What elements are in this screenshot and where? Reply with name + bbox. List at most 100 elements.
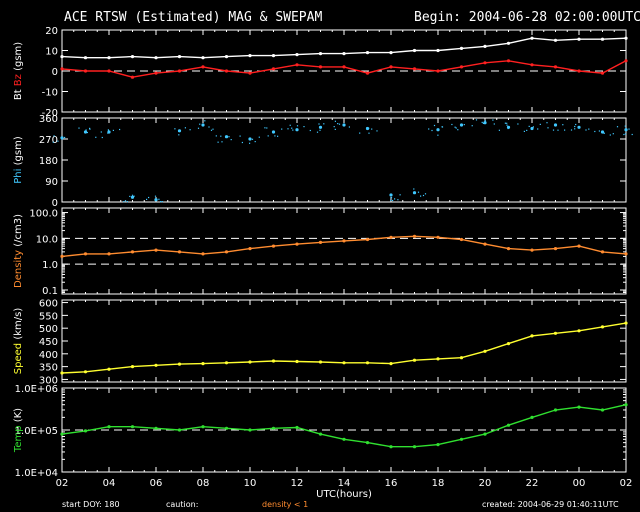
scatter-dot-phi	[126, 201, 128, 203]
scatter-dot-phi	[526, 129, 528, 131]
data-point-density	[530, 248, 534, 252]
data-point-speed	[318, 360, 323, 364]
scatter-dot-phi	[303, 126, 305, 128]
data-point-temp	[483, 432, 487, 436]
scatter-dot-phi	[616, 126, 619, 128]
scatter-dot-phi	[338, 123, 341, 125]
scatter-dot-phi	[161, 201, 163, 203]
scatter-dot-phi	[148, 196, 150, 199]
scatter-dot-phi	[123, 201, 125, 203]
ylabel-part: (/cm3)	[13, 214, 24, 250]
data-point-speed	[60, 371, 64, 375]
ytick-label-phi: 90	[45, 177, 58, 188]
scatter-dot-phi	[107, 132, 109, 134]
series-line-bz	[61, 60, 627, 78]
data-point-density	[553, 247, 558, 251]
scatter-dot-phi	[368, 127, 370, 129]
data-point-phi	[553, 123, 558, 127]
data-point-bz	[154, 71, 158, 75]
ylabel-temp: Temp (K)	[13, 408, 24, 453]
begin-time: Begin: 2004-06-28 02:00:00UTC	[414, 10, 640, 25]
data-point-temp	[318, 432, 323, 436]
data-point-bt	[318, 52, 323, 56]
scatter-dot-phi	[215, 135, 217, 137]
scatter-dot-phi	[507, 127, 509, 130]
ylabel-part: (gsm)	[13, 136, 24, 168]
data-point-temp	[60, 432, 64, 436]
scatter-dot-phi	[208, 126, 210, 128]
scatter-dot-phi	[251, 138, 254, 140]
scatter-dot-phi	[274, 135, 276, 137]
data-point-temp	[436, 443, 440, 447]
data-point-speed	[412, 358, 417, 362]
data-point-density	[224, 250, 229, 254]
scatter-dot-phi	[575, 123, 577, 126]
scatter-dot-phi	[441, 126, 444, 128]
data-point-phi	[459, 123, 464, 127]
data-point-temp	[506, 423, 511, 427]
data-point-density	[201, 252, 205, 256]
ylabel-part: (km/s)	[13, 308, 24, 343]
data-point-bz	[224, 69, 229, 73]
data-point-temp	[295, 425, 299, 430]
scatter-dot-phi	[484, 120, 486, 122]
scatter-dot-phi	[455, 127, 457, 129]
scatter-dot-phi	[60, 137, 62, 140]
scatter-dot-phi	[528, 125, 530, 127]
data-point-temp	[600, 408, 605, 412]
data-point-density	[271, 244, 276, 248]
data-point-bz	[483, 61, 487, 65]
scatter-dot-phi	[517, 123, 519, 125]
ylabel-mag: Bt Bz (gsm)	[13, 42, 24, 100]
ytick-label-temp: 1.0E+04	[15, 468, 58, 479]
ytick-label-speed: 450	[39, 337, 58, 348]
data-point-density	[600, 250, 605, 254]
data-point-speed	[248, 360, 252, 364]
data-point-speed	[624, 321, 628, 325]
scatter-dot-phi	[454, 126, 456, 128]
scatter-dot-phi	[184, 127, 186, 129]
data-point-bt	[107, 56, 111, 60]
data-point-speed	[506, 342, 511, 346]
scatter-dot-phi	[221, 141, 223, 143]
ylabel-part: Bz	[13, 74, 24, 89]
data-point-bz	[271, 67, 276, 71]
scatter-dot-phi	[267, 135, 269, 137]
ytick-label-speed: 300	[39, 375, 58, 386]
data-point-phi	[436, 128, 440, 132]
scatter-dot-phi	[348, 126, 350, 128]
scatter-dot-phi	[178, 130, 180, 132]
data-point-temp	[577, 405, 581, 409]
scatter-dot-phi	[112, 129, 114, 131]
scatter-dot-phi	[212, 128, 214, 130]
ylabel-part: Density	[13, 250, 24, 288]
ytick-label-mag: -10	[42, 88, 58, 99]
data-point-phi	[295, 128, 299, 132]
data-point-density	[389, 235, 393, 239]
data-point-bz	[295, 63, 299, 67]
data-point-speed	[295, 359, 299, 364]
series-line-speed	[61, 322, 627, 374]
xtick-label: 06	[150, 478, 163, 489]
data-point-bz	[248, 71, 252, 75]
scatter-dot-phi	[506, 124, 508, 126]
data-point-temp	[224, 426, 229, 430]
scatter-dot-phi	[100, 131, 102, 133]
scatter-dot-phi	[366, 127, 368, 129]
scatter-dot-phi	[334, 120, 336, 122]
data-point-bt	[130, 55, 135, 59]
data-point-bz	[318, 65, 323, 69]
data-point-temp	[412, 445, 417, 449]
data-point-bt	[483, 44, 487, 49]
ylabel-part: Temp	[13, 425, 24, 453]
data-point-temp	[154, 426, 158, 430]
data-point-bt	[506, 41, 511, 45]
scatter-dot-phi	[612, 133, 614, 135]
data-point-phi	[248, 137, 252, 141]
scatter-dot-phi	[603, 132, 605, 134]
data-point-speed	[577, 329, 581, 333]
scatter-dot-phi	[390, 199, 392, 201]
scatter-dot-phi	[61, 138, 63, 140]
data-point-bz	[624, 59, 628, 63]
scatter-dot-phi	[320, 126, 322, 128]
